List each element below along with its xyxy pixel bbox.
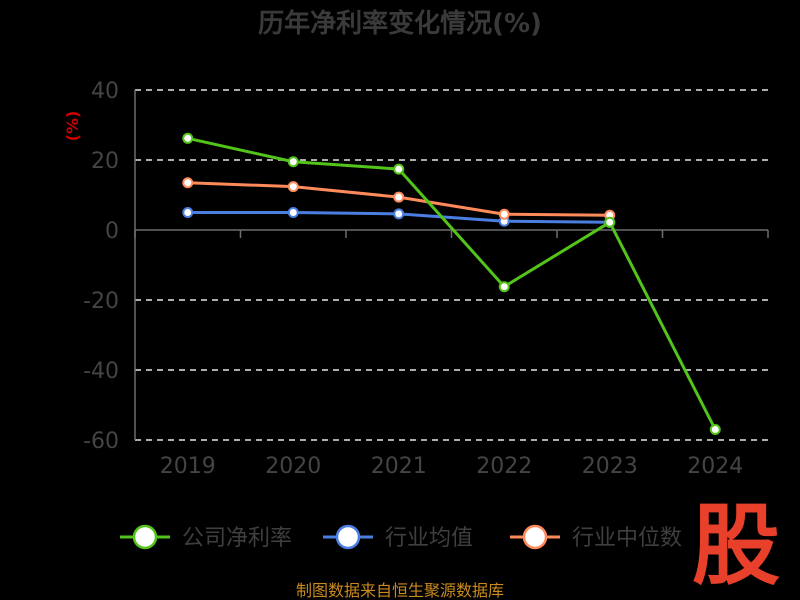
series-group <box>182 132 721 435</box>
data-point <box>393 208 405 220</box>
x-tick-labels: 2019 2020 2021 2022 2023 2024 <box>160 454 744 479</box>
y-tick-label: 0 <box>105 219 119 244</box>
legend-label: 行业均值 <box>385 526 473 551</box>
data-point <box>393 163 405 175</box>
legend-label: 公司净利率 <box>182 526 292 551</box>
data-point <box>393 191 405 203</box>
data-point <box>709 424 721 435</box>
y-axis-label: (%) <box>63 111 82 142</box>
logo-mark: 股 <box>692 494 780 597</box>
legend-swatch-marker <box>522 524 548 550</box>
data-point <box>182 207 194 218</box>
x-tick-label: 2021 <box>371 454 427 479</box>
data-point <box>182 132 194 144</box>
source-note: 制图数据来自恒生聚源数据库 <box>296 581 504 600</box>
axes <box>134 90 769 440</box>
legend-label: 行业中位数 <box>572 526 682 551</box>
data-point <box>182 177 194 189</box>
grid-lines <box>135 89 768 441</box>
y-tick-labels: 40 20 0 -20 -40 -60 <box>83 79 119 454</box>
y-tick-label: 20 <box>91 149 119 174</box>
legend-swatch-marker <box>132 524 158 550</box>
y-tick-label: -60 <box>83 429 119 454</box>
chart-title: 历年净利率变化情况(%) <box>258 8 542 39</box>
data-point <box>604 216 616 228</box>
y-tick-label: -40 <box>83 359 119 384</box>
legend-swatch-marker <box>335 524 361 550</box>
data-point <box>498 281 510 293</box>
data-point <box>498 208 510 220</box>
x-tick-label: 2020 <box>265 454 321 479</box>
y-tick-label: 40 <box>91 79 119 104</box>
x-tick-label: 2024 <box>687 454 743 479</box>
data-point <box>287 207 299 218</box>
series-line <box>187 136 717 431</box>
legend: 公司净利率 行业均值 行业中位数 <box>120 524 682 551</box>
x-tick-label: 2019 <box>160 454 216 479</box>
data-point <box>287 156 299 168</box>
y-tick-label: -20 <box>83 289 119 314</box>
x-tick-label: 2023 <box>582 454 638 479</box>
x-tick-label: 2022 <box>476 454 532 479</box>
data-point <box>287 181 299 193</box>
